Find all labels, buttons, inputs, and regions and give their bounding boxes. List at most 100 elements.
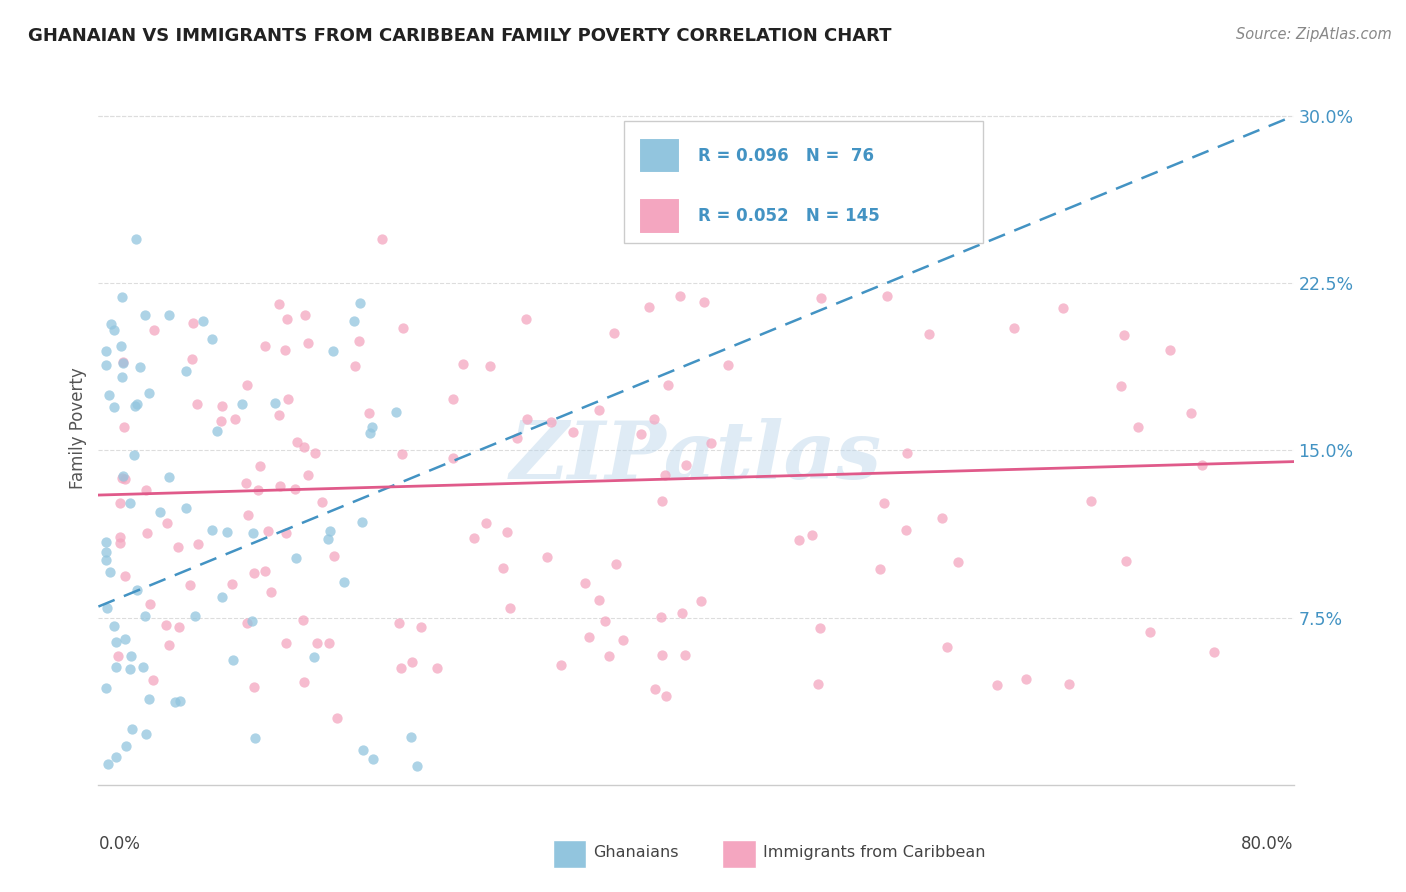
Point: [285, 551, 308, 566]
Point: [209, 414, 232, 428]
Point: [986, 678, 1008, 692]
Point: [359, 425, 381, 440]
Point: [876, 288, 898, 302]
Point: [97, 388, 120, 402]
Point: [316, 532, 339, 546]
Point: [1080, 493, 1102, 508]
Point: [120, 496, 142, 510]
Point: [800, 528, 823, 542]
FancyBboxPatch shape: [638, 198, 681, 234]
Point: [104, 660, 127, 674]
Point: [894, 524, 917, 538]
Point: [191, 314, 214, 328]
Point: [111, 290, 134, 304]
Point: [284, 482, 307, 496]
Point: [305, 635, 328, 649]
Point: [441, 392, 464, 406]
Point: [163, 695, 186, 709]
Point: [276, 312, 298, 326]
Point: [125, 232, 148, 246]
Point: [1202, 644, 1225, 658]
Point: [277, 392, 299, 406]
Point: [231, 397, 253, 411]
Point: [169, 694, 191, 708]
Point: [138, 692, 160, 706]
Point: [134, 308, 156, 322]
Point: [654, 468, 676, 483]
Point: [155, 618, 177, 632]
Point: [411, 620, 433, 634]
Point: [302, 649, 325, 664]
Point: [135, 483, 157, 497]
Point: [224, 411, 246, 425]
Point: [253, 564, 276, 578]
Point: [235, 476, 257, 491]
Point: [134, 609, 156, 624]
Point: [108, 496, 131, 510]
Point: [243, 680, 266, 694]
Point: [361, 752, 384, 766]
Point: [149, 505, 172, 519]
Point: [181, 316, 204, 330]
Point: [139, 597, 162, 611]
Point: [108, 535, 131, 549]
Point: [235, 615, 257, 630]
FancyBboxPatch shape: [624, 121, 983, 243]
Point: [333, 574, 356, 589]
Point: [1115, 554, 1137, 568]
Point: [201, 332, 224, 346]
Point: [156, 516, 179, 531]
Point: [657, 377, 679, 392]
Point: [111, 471, 134, 485]
Point: [869, 562, 891, 576]
Point: [1112, 328, 1135, 343]
Point: [200, 523, 222, 537]
Point: [135, 726, 157, 740]
Point: [693, 295, 716, 310]
Point: [186, 397, 208, 411]
Point: [103, 323, 125, 337]
Point: [292, 440, 315, 454]
Point: [183, 609, 205, 624]
Point: [644, 682, 666, 697]
Point: [561, 425, 583, 439]
Point: [157, 469, 180, 483]
Point: [122, 448, 145, 462]
Text: GHANAIAN VS IMMIGRANTS FROM CARIBBEAN FAMILY POVERTY CORRELATION CHART: GHANAIAN VS IMMIGRANTS FROM CARIBBEAN FA…: [28, 27, 891, 45]
Point: [103, 619, 125, 633]
Point: [243, 731, 266, 746]
Point: [918, 327, 941, 342]
Point: [125, 582, 148, 597]
Text: Source: ZipAtlas.com: Source: ZipAtlas.com: [1236, 27, 1392, 42]
Point: [211, 590, 233, 604]
Point: [401, 731, 423, 745]
Point: [426, 661, 449, 675]
Point: [260, 585, 283, 599]
Point: [94, 535, 117, 549]
Point: [114, 569, 136, 583]
Point: [401, 655, 423, 669]
Point: [873, 496, 896, 510]
Point: [474, 516, 496, 530]
Point: [352, 743, 374, 757]
Point: [181, 351, 204, 366]
Point: [211, 399, 233, 413]
FancyBboxPatch shape: [553, 840, 586, 869]
Point: [100, 317, 122, 331]
Point: [157, 308, 180, 322]
Point: [254, 339, 277, 353]
Point: [107, 649, 129, 664]
Text: 0.0%: 0.0%: [98, 835, 141, 853]
Point: [638, 300, 661, 314]
Point: [120, 649, 142, 664]
Point: [326, 711, 349, 725]
Point: [114, 472, 136, 486]
Point: [506, 431, 529, 445]
Point: [157, 638, 180, 652]
Point: [371, 232, 394, 246]
Point: [179, 577, 201, 591]
Point: [936, 640, 959, 655]
Point: [650, 610, 672, 624]
Point: [673, 648, 696, 662]
Point: [1015, 672, 1038, 686]
